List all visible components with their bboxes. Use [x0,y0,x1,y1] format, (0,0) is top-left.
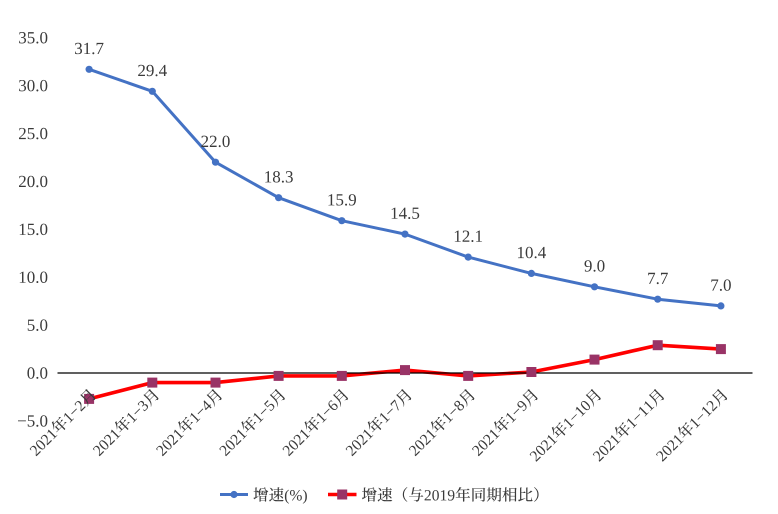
x-tick-label [529,389,601,462]
data-point-marker [527,269,536,277]
y-tick-label [27,319,48,331]
legend-item-1 [328,487,539,502]
y-tick-label [18,127,48,140]
data-point-marker [211,158,220,166]
data-label [201,135,230,148]
data-point-marker [400,365,410,376]
y-tick-label [19,79,48,92]
x-tick-label [345,389,412,457]
data-point-marker [401,230,409,238]
data-label [138,64,167,77]
legend-label [253,487,307,504]
data-point-marker [85,65,93,73]
data-point-marker [147,377,158,388]
data-point-marker [717,302,725,310]
x-tick-label [156,389,222,457]
x-tick-label [408,389,475,457]
data-label [517,246,546,259]
x-tick-label [592,389,664,462]
data-point-marker [273,370,284,381]
data-point-marker [148,87,156,95]
x-tick-label [655,389,728,462]
data-label [584,260,605,272]
data-label [711,279,731,291]
data-label [454,230,483,243]
legend [220,487,539,504]
series-markers [84,65,726,404]
data-point-marker [715,344,726,355]
legend-item-0 [220,487,307,504]
data-label [75,42,104,55]
x-tick-label [471,389,538,457]
data-point-marker [652,340,663,351]
data-label [265,171,293,183]
y-tick-label [19,271,48,284]
data-point-marker [589,354,600,365]
data-label [648,272,668,285]
y-tick-label [19,223,48,236]
x-axis-tick-labels [29,389,728,462]
data-point-marker [210,377,221,388]
y-tick-label [27,367,48,379]
x-tick-label [219,389,285,457]
x-tick-label [92,389,159,457]
legend-marker [337,489,348,500]
data-point-marker [275,194,283,202]
data-point-marker [84,393,95,404]
data-label [328,194,356,206]
y-tick-label [19,31,48,44]
y-axis-tick-labels [18,31,48,427]
data-point-marker [336,370,347,381]
data-point-marker [338,217,346,225]
x-tick-label [282,389,348,457]
data-point-marker [526,367,537,377]
y-tick-label [18,415,48,427]
data-labels [75,42,731,291]
data-point-marker [654,295,662,303]
data-point-marker [463,370,474,381]
y-tick-label [18,175,48,188]
data-point-marker [590,283,599,291]
data-point-marker [464,253,472,261]
x-tick-label [29,389,96,457]
legend-label [361,487,539,502]
legend-marker [230,490,238,499]
data-label [391,207,420,220]
